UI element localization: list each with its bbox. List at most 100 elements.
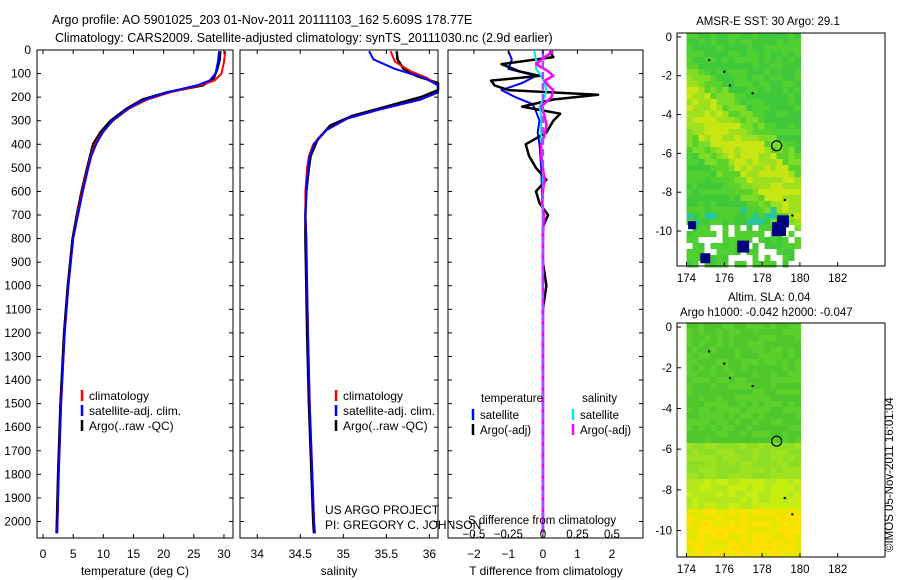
map-cell [728,323,735,330]
map-cell [788,207,795,214]
map-cell [692,189,699,196]
map-cell [728,407,735,414]
map-cell [704,213,711,220]
map-cell [698,503,705,510]
map-cell [746,75,753,82]
map-cell [764,57,771,64]
map-cell [710,341,717,348]
map-cell [782,413,789,420]
map-cell [692,491,699,498]
map-cell [752,123,759,130]
x-tick-label: 35.5 [375,547,399,561]
map-cell [716,377,723,384]
map-cell [686,539,693,546]
map-cell [752,237,759,244]
map-cell [710,255,717,262]
sla-map-title-line2: Argo h1000: -0.042 h2000: -0.047 [680,307,853,319]
map-cell [740,63,747,70]
map-cell [710,117,717,124]
map-cell [692,81,699,88]
map-cell [758,105,765,112]
map-cell [752,377,759,384]
map-cell [722,419,729,426]
map-cell [746,521,753,528]
map-cell [704,111,711,118]
map-cell [734,329,741,336]
map-cell [752,117,759,124]
map-cell [770,413,777,420]
map-cell [764,389,771,396]
map-cell [764,497,771,504]
map-cell [710,123,717,130]
map-cell [770,195,777,202]
map-cell [764,99,771,106]
map-x-tick-label: 180 [790,564,809,576]
map-cell [746,87,753,94]
map-cell [698,509,705,516]
map-cell [752,249,759,256]
map-cell [782,165,789,172]
map-cell [770,99,777,106]
map-cell [782,485,789,492]
map-cell [794,123,801,130]
map-cell [704,33,711,40]
map-cell [716,39,723,46]
map-cell [764,111,771,118]
map-cell [716,141,723,148]
island-dot [723,70,726,74]
map-cell [722,377,729,384]
map-cell [788,231,795,238]
map-cell [740,485,747,492]
map-cell [788,171,795,178]
map-cell [758,39,765,46]
x-tick-label: −2 [467,547,481,561]
map-cell [722,383,729,390]
map-cell [770,141,777,148]
map-cell [692,117,699,124]
x-tick-label: 0 [40,547,47,561]
map-cell [758,347,765,354]
map-cell [740,461,747,468]
map-cell [698,75,705,82]
map-cell [698,395,705,402]
map-cell [746,533,753,540]
map-cell [734,237,741,244]
map-cell [698,117,705,124]
map-cell [704,189,711,196]
map-cell [710,323,717,330]
map-cell [692,255,699,262]
map-cell [770,515,777,522]
map-cell [692,443,699,450]
map-cell [692,353,699,360]
map-cell [692,509,699,516]
map-cell [782,147,789,154]
map-cell [728,249,735,256]
map-cell [782,431,789,438]
map-cell [710,213,717,220]
map-cell [782,335,789,342]
map-cell [686,491,693,498]
map-cell [770,503,777,510]
map-cell [698,87,705,94]
map-cell [794,341,801,348]
map-cell [722,437,729,444]
map-cell [794,377,801,384]
map-cell [692,39,699,46]
map-cell [686,389,693,396]
map-cell [794,33,801,40]
map-cell [704,497,711,504]
map-cell [764,431,771,438]
map-cell [752,323,759,330]
map-cell [746,51,753,58]
map-cell [704,231,711,238]
map-cell [716,491,723,498]
map-cell [692,129,699,136]
map-cell [698,341,705,348]
map-cell [698,33,705,40]
map-cell [794,177,801,184]
map-cell [764,87,771,94]
legend-label: Argo(..raw -QC) [343,419,428,433]
map-cell [734,165,741,172]
map-cell [740,219,747,226]
map-cell [776,117,783,124]
